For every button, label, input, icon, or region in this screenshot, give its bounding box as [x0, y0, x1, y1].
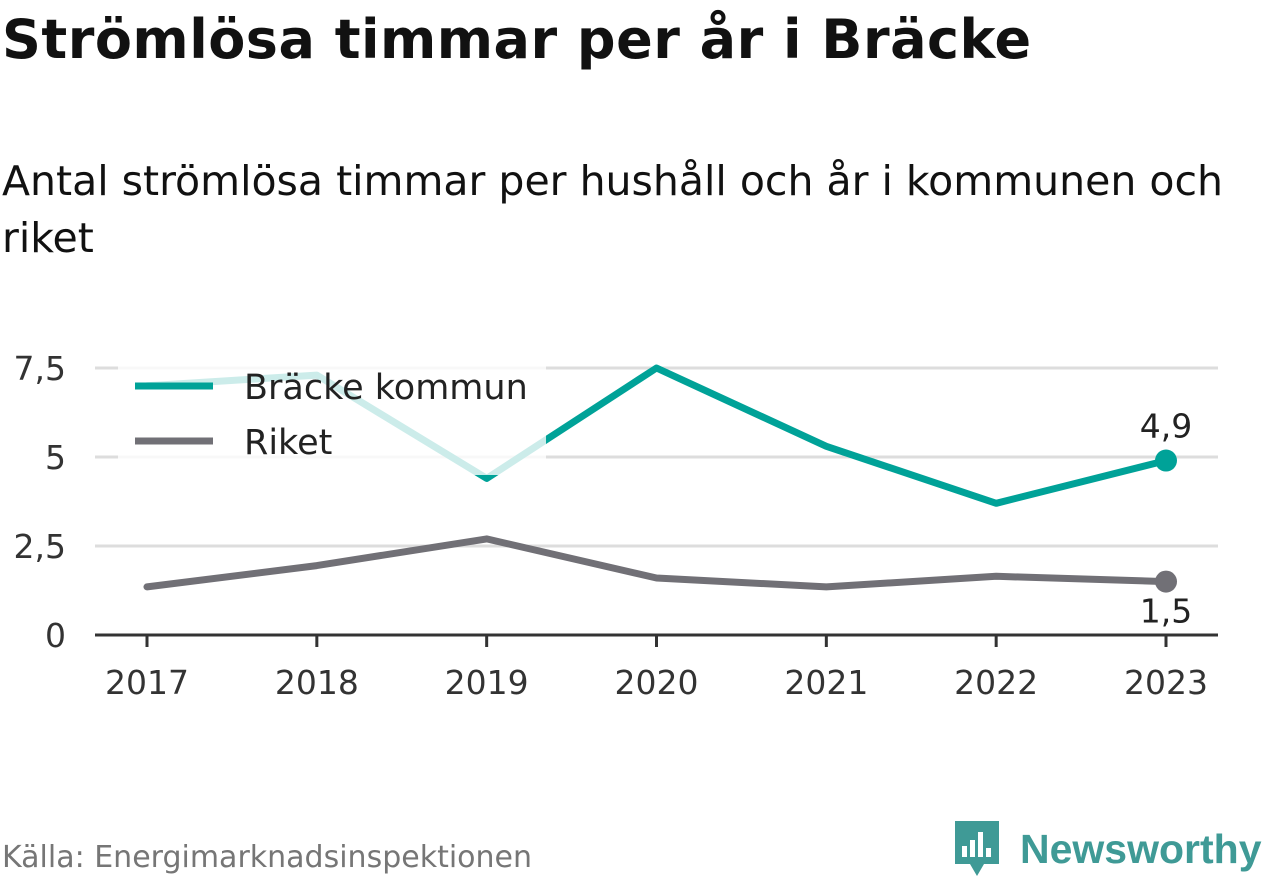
brand-name: Newsworthy	[1020, 825, 1262, 872]
x-tick-label: 2021	[784, 663, 868, 702]
y-tick-label: 2,5	[14, 527, 66, 566]
legend-label: Bräcke kommun	[244, 368, 528, 408]
y-tick-label: 7,5	[14, 349, 66, 388]
end-point-marker-0	[1155, 449, 1177, 472]
legend-background	[118, 355, 546, 475]
series-line-1	[143, 535, 1170, 591]
chart-subtitle: Antal strömlösa timmar per hushåll och å…	[2, 157, 1223, 262]
legend-label: Riket	[244, 423, 332, 463]
x-tick-label: 2018	[275, 663, 359, 702]
x-tick-label: 2017	[105, 663, 189, 702]
bar-chart-pin-icon	[955, 821, 999, 876]
end-value-label: 1,5	[1140, 592, 1192, 631]
y-tick-label: 0	[45, 616, 66, 655]
x-tick-label: 2020	[615, 663, 699, 702]
x-tick-label: 2023	[1124, 663, 1208, 702]
chart-title: Strömlösa timmar per år i Bräcke	[2, 8, 1032, 71]
x-tick-label: 2019	[445, 663, 529, 702]
source-note: Källa: Energimarknadsinspektionen	[2, 840, 533, 875]
x-tick-label: 2022	[954, 663, 1038, 702]
end-value-label: 4,9	[1140, 407, 1192, 446]
y-tick-label: 5	[45, 438, 66, 477]
brand-logo: Newsworthy	[952, 818, 1262, 880]
end-point-marker-1	[1155, 570, 1177, 593]
